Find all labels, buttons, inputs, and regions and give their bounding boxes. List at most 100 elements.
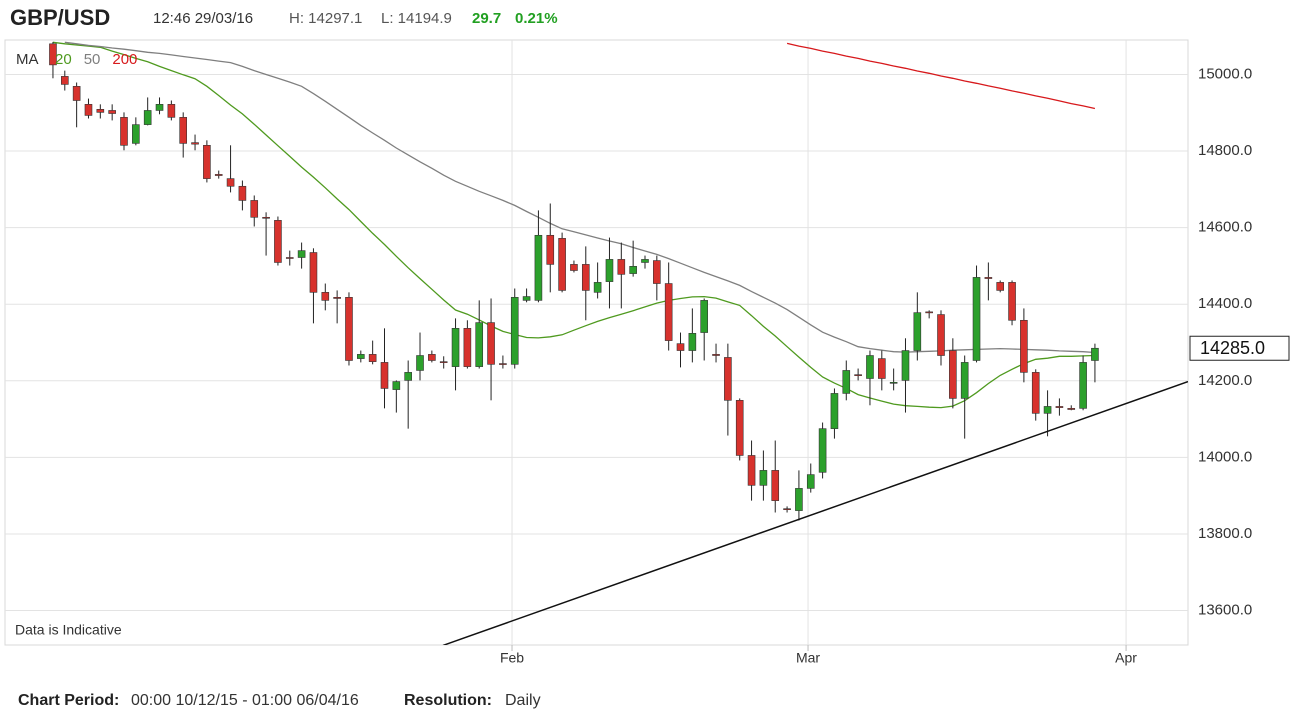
candle-body xyxy=(1079,362,1087,409)
candle-body xyxy=(155,104,164,111)
candle-body xyxy=(522,296,531,301)
x-tick-label: Apr xyxy=(1115,650,1137,666)
candle-body xyxy=(451,328,460,367)
candle-body xyxy=(783,508,791,510)
candle-body xyxy=(937,314,945,356)
candle-body xyxy=(534,234,543,301)
legend-entry: 20 xyxy=(55,51,72,68)
candle-body xyxy=(510,297,519,365)
candle-body xyxy=(866,355,874,379)
y-tick-label: 14600.0 xyxy=(1198,219,1252,236)
y-tick-label: 14400.0 xyxy=(1198,295,1252,312)
candle-body xyxy=(143,110,152,125)
candle-body xyxy=(1043,406,1052,414)
candle-body xyxy=(167,104,176,118)
candle-body xyxy=(285,257,294,259)
last-price-label: 14285.0 xyxy=(1200,338,1265,358)
candle-body xyxy=(214,174,223,176)
candle-body xyxy=(1055,406,1064,408)
candle-body xyxy=(238,185,247,201)
candle-body xyxy=(404,372,412,381)
candle-body xyxy=(605,259,614,282)
candle-body xyxy=(546,234,555,265)
legend-entry: 200 xyxy=(112,51,137,68)
candle-body xyxy=(759,470,768,486)
candle-body xyxy=(439,361,448,363)
change: 29.7 xyxy=(472,10,501,27)
candle-body xyxy=(250,200,259,218)
candle-body xyxy=(203,145,211,179)
candle-body xyxy=(842,370,851,394)
candle-body xyxy=(1067,408,1076,410)
candle-body xyxy=(321,292,330,301)
candle-body xyxy=(368,354,377,362)
candle-body xyxy=(570,264,578,271)
candle-body xyxy=(653,260,661,284)
ma-line xyxy=(786,42,1096,110)
candle-body xyxy=(1008,282,1016,321)
y-tick-label: 14000.0 xyxy=(1198,448,1252,465)
candle-body xyxy=(972,277,981,361)
candle-body xyxy=(309,252,318,293)
candle-body xyxy=(274,220,282,263)
candle-body xyxy=(889,382,898,384)
candle-body xyxy=(700,300,708,333)
candle-body xyxy=(120,117,128,146)
y-tick-label: 14200.0 xyxy=(1198,372,1252,389)
x-tick-label: Mar xyxy=(796,650,820,666)
resolution: Daily xyxy=(505,692,541,709)
y-tick-label: 15000.0 xyxy=(1198,65,1252,82)
candle-body xyxy=(84,104,93,116)
candle-body xyxy=(96,109,105,113)
candle-body xyxy=(747,455,756,486)
candle-body xyxy=(925,311,933,314)
candle-body xyxy=(581,264,590,291)
candle-body xyxy=(226,178,235,187)
time: 12:46 29/03/16 xyxy=(153,10,253,27)
plot-area xyxy=(49,41,1188,645)
candle-body xyxy=(380,362,389,389)
candle-body xyxy=(771,470,780,501)
candle-body xyxy=(901,350,910,381)
period: 00:00 10/12/15 - 01:00 06/04/16 xyxy=(131,692,359,709)
candle-body xyxy=(712,354,720,356)
candle-body xyxy=(617,259,626,275)
candle-body xyxy=(60,76,69,85)
candle-body xyxy=(913,312,922,351)
y-tick-label: 13600.0 xyxy=(1198,602,1252,619)
trend-line xyxy=(442,380,1188,645)
candle-body xyxy=(854,374,862,376)
candle-body xyxy=(1091,347,1099,361)
y-tick-label: 14800.0 xyxy=(1198,142,1252,159)
candle-body xyxy=(724,357,732,401)
candle-body xyxy=(688,333,697,351)
y-tick-label: 13800.0 xyxy=(1198,525,1252,542)
low: L: 14194.9 xyxy=(381,10,452,27)
candle-body xyxy=(1031,372,1040,414)
candle-body xyxy=(996,282,1005,291)
ma-line xyxy=(52,41,1095,409)
candle-body xyxy=(357,354,365,359)
candle-body xyxy=(499,363,507,365)
candle-body xyxy=(735,400,744,456)
candle-body xyxy=(487,322,495,365)
candle-body xyxy=(949,350,957,399)
candle-body xyxy=(333,297,341,299)
candle-body xyxy=(428,354,436,361)
candle-body xyxy=(475,322,484,367)
candle-body xyxy=(593,282,602,293)
legend-title: MA xyxy=(16,51,39,68)
resolution-label: Resolution: xyxy=(404,692,492,709)
change-pct: 0.21% xyxy=(515,10,558,27)
symbol: GBP/USD xyxy=(10,5,110,30)
candle-body xyxy=(179,117,188,144)
ma-line xyxy=(64,41,1095,354)
candle-body xyxy=(463,328,472,367)
candle-body xyxy=(664,283,673,341)
candle-body xyxy=(132,124,140,144)
candle-body xyxy=(49,43,57,66)
candle-body xyxy=(676,343,685,351)
note: Data is Indicative xyxy=(15,622,122,638)
